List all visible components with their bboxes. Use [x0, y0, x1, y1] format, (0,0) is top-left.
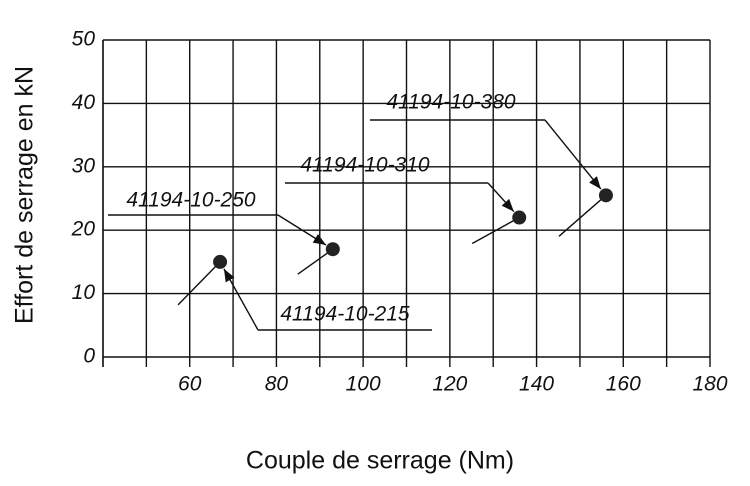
point: [598, 188, 613, 203]
x-tick-label: 80: [265, 373, 289, 396]
x-tick-label: 140: [519, 373, 554, 396]
y-tick-label: 50: [72, 28, 96, 51]
tail-line: [297, 248, 334, 275]
y-tick-label: 0: [83, 345, 95, 368]
point-label: 41194-10-310: [300, 154, 430, 177]
x-tick-label: 180: [692, 373, 727, 396]
x-tick-label: 160: [606, 373, 641, 396]
x-axis-title: Couple de serrage (Nm): [246, 447, 514, 475]
point-label: 41194-10-250: [126, 189, 256, 212]
leader-arrow: [223, 268, 259, 331]
x-tick-label: 100: [346, 373, 381, 396]
y-tick-label: 10: [72, 281, 96, 304]
y-tick-label: 40: [72, 91, 96, 114]
point-label: 41194-10-215: [280, 303, 410, 326]
x-tick-label: 120: [432, 373, 467, 396]
tail-line: [558, 194, 607, 237]
leader-arrow: [544, 119, 602, 190]
y-tick-label: 20: [71, 218, 96, 241]
tail-line: [177, 261, 221, 306]
tail-line: [471, 216, 520, 245]
leader-arrow: [277, 214, 327, 246]
y-axis-title: Effort de serrage en kN: [11, 66, 39, 324]
leader-arrow: [487, 182, 515, 213]
point: [512, 210, 527, 225]
x-tick-label: 60: [178, 373, 202, 396]
point: [213, 254, 228, 269]
point-label: 41194-10-380: [386, 91, 516, 114]
y-tick-label: 30: [72, 154, 96, 177]
point: [325, 242, 340, 257]
